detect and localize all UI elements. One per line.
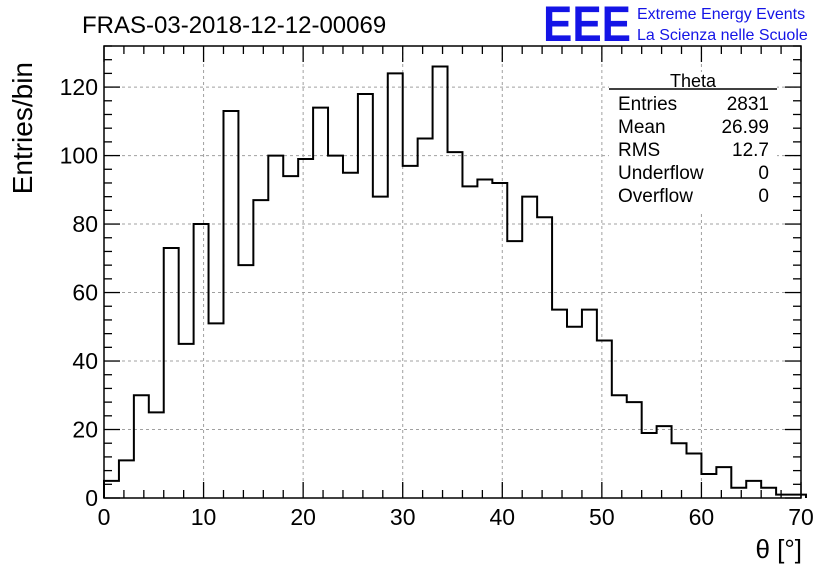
chart-title: FRAS-03-2018-12-12-00069 [82, 12, 386, 39]
y-axis-label: Entries/bin [7, 62, 38, 194]
x-tick-label: 40 [489, 504, 515, 530]
y-tick-label: 40 [72, 348, 98, 374]
y-tick-label: 20 [72, 417, 98, 443]
histogram-series [103, 65, 807, 498]
grid-lines [104, 46, 801, 498]
y-tick-label: 80 [72, 211, 98, 237]
stats-label-mean: Mean [618, 117, 666, 138]
x-tick-label: 10 [191, 504, 217, 530]
stats-title: Theta [670, 71, 717, 91]
stats-value-rms: 12.7 [732, 140, 769, 161]
eee-logo: EEE [543, 0, 631, 52]
x-tick-label: 60 [689, 504, 715, 530]
y-tick-label: 120 [60, 74, 98, 100]
y-tick-label: 60 [72, 280, 98, 306]
stats-value-entries: 2831 [727, 94, 769, 115]
stats-box-background [609, 72, 777, 214]
stats-label-rms: RMS [618, 140, 660, 161]
stats-value-underflow: 0 [758, 163, 769, 184]
x-axis-label: θ [°] [755, 534, 802, 564]
stats-value-mean: 26.99 [721, 117, 769, 138]
stats-label-underflow: Underflow [618, 163, 704, 184]
stats-label-entries: Entries [618, 94, 677, 115]
tick-labels: 0 10 20 30 40 50 60 70 0 20 40 60 80 100 120 [60, 74, 814, 530]
axis-ticks [103, 45, 802, 499]
logo-line-1: Extreme Energy Events [637, 6, 805, 23]
stats-box: Theta Entries 2831 Mean 26.99 RMS 12.7 U… [609, 71, 777, 214]
y-tick-label: 0 [85, 485, 98, 511]
stats-value-overflow: 0 [758, 186, 769, 207]
stats-label-overflow: Overflow [618, 186, 693, 207]
x-tick-label: 50 [589, 504, 615, 530]
x-tick-label: 20 [290, 504, 316, 530]
plot-frame [103, 45, 802, 499]
y-tick-label: 100 [60, 143, 98, 169]
x-tick-label: 0 [98, 504, 111, 530]
x-tick-label: 70 [788, 504, 814, 530]
logo-line-2: La Scienza nelle Scuole [637, 27, 808, 44]
x-tick-label: 30 [390, 504, 416, 530]
